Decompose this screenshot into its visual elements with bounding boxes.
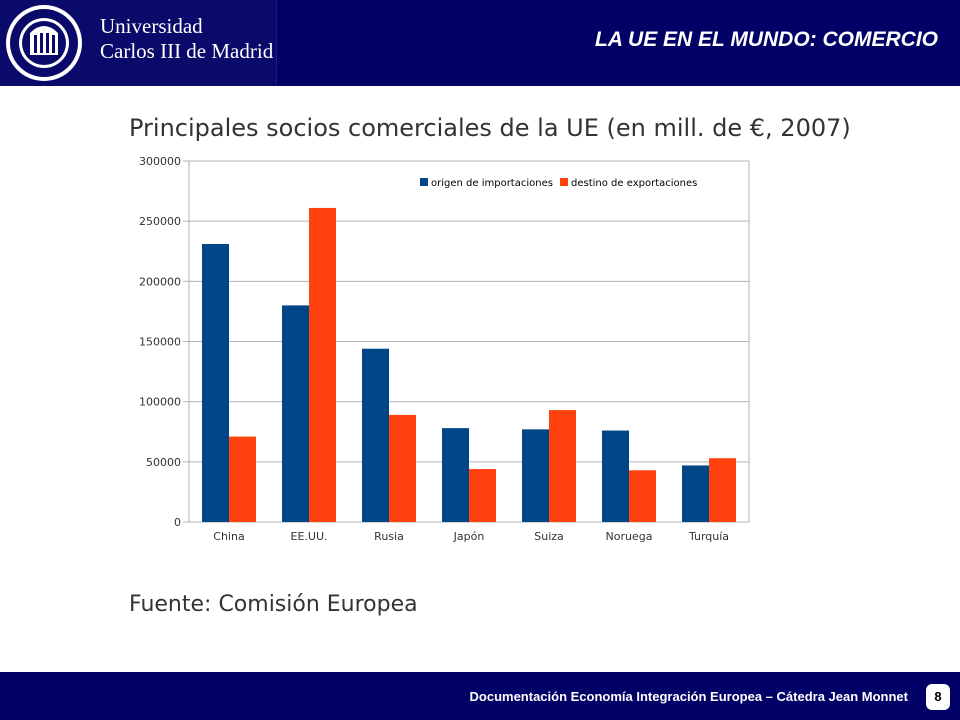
footer-bar: Documentación Economía Integración Europ… [0, 672, 960, 720]
legend-swatch-exports [560, 178, 568, 186]
x-tick-label: Turquía [688, 530, 729, 543]
bar-imports [602, 430, 629, 522]
x-tick-label: Rusia [374, 530, 404, 543]
bar-exports [629, 470, 656, 522]
x-tick-label: Noruega [606, 530, 653, 543]
footer-text: Documentación Economía Integración Europ… [469, 689, 908, 704]
university-seal-icon [6, 5, 82, 81]
bar-imports [682, 465, 709, 522]
bar-imports [522, 429, 549, 522]
bar-exports [229, 436, 256, 522]
y-tick-label: 300000 [139, 155, 181, 168]
bar-exports [549, 410, 576, 522]
x-tick-label: China [213, 530, 244, 543]
university-name: Universidad Carlos III de Madrid [100, 14, 273, 64]
university-line2: Carlos III de Madrid [100, 39, 274, 63]
header-bar: Universidad Carlos III de Madrid LA UE E… [0, 0, 960, 86]
y-tick-label: 200000 [139, 275, 181, 288]
bar-imports [202, 244, 229, 522]
legend-label-exports: destino de exportaciones [571, 178, 697, 189]
y-tick-label: 250000 [139, 215, 181, 228]
y-tick-label: 150000 [139, 336, 181, 349]
bar-chart: 0 50000 100000 150000 200000 250000 300000 Chin… [139, 155, 750, 543]
bar-exports [469, 469, 496, 522]
bar-imports [442, 428, 469, 522]
page-number: 8 [926, 684, 950, 710]
university-logo: Universidad Carlos III de Madrid [0, 0, 277, 86]
bar-imports [362, 348, 389, 522]
x-tick-label: Suiza [534, 530, 564, 543]
bar-exports [709, 458, 736, 522]
chart-title: Principales socios comerciales de la UE … [129, 114, 851, 142]
bar-exports [309, 207, 336, 522]
y-tick-label: 0 [174, 516, 181, 529]
y-tick-label: 100000 [139, 396, 181, 409]
x-tick-label: EE.UU. [291, 530, 328, 543]
y-tick-label: 50000 [146, 456, 181, 469]
bar-exports [389, 414, 416, 522]
x-tick-label: Japón [453, 530, 485, 543]
legend-swatch-imports [420, 178, 428, 186]
source-note: Fuente: Comisión Europea [129, 592, 418, 617]
bar-imports [282, 305, 309, 522]
slide-title: LA UE EN EL MUNDO: COMERCIO [594, 28, 938, 51]
university-line1: Universidad [100, 14, 203, 38]
legend-label-imports: origen de importaciones [431, 178, 553, 189]
